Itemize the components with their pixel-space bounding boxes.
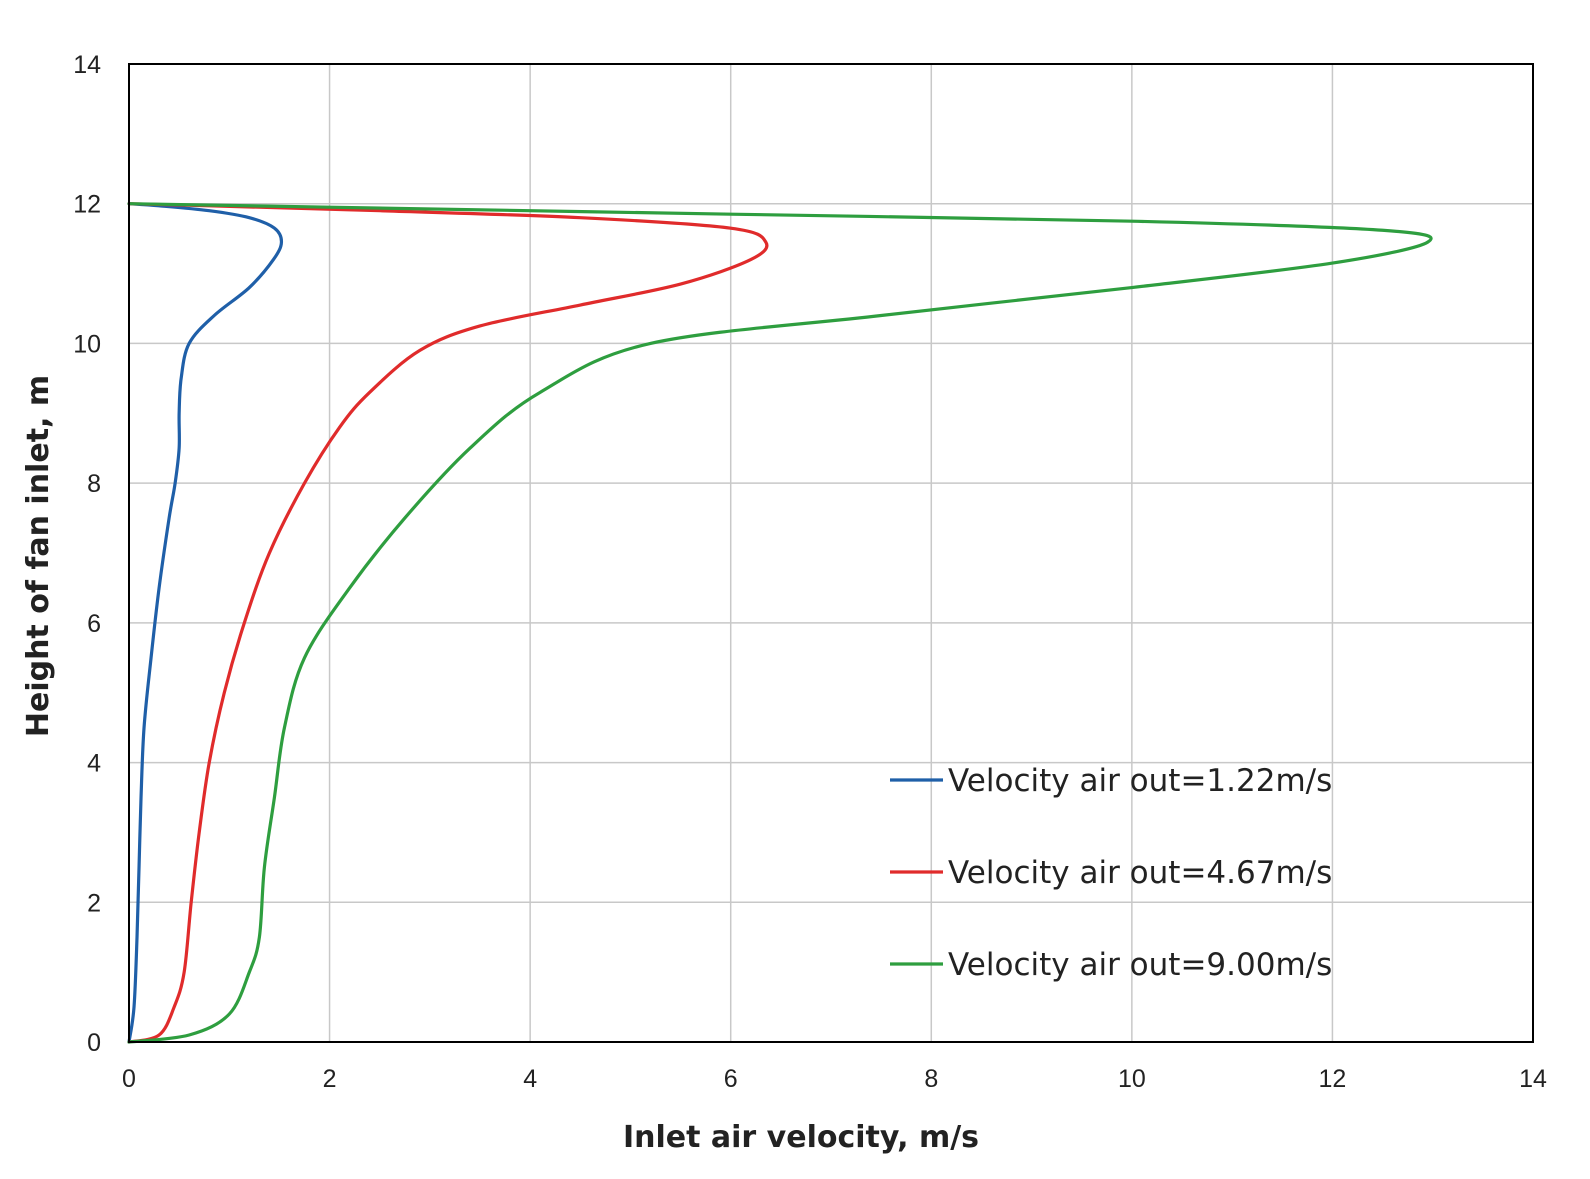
x-tick-label: 10: [1118, 1065, 1146, 1093]
y-tick-label: 0: [87, 1029, 101, 1057]
legend-label-1: Velocity air out=1.22m/s: [948, 763, 1332, 799]
series-line-2: [127, 202, 769, 1044]
y-tick-label: 12: [73, 191, 101, 219]
x-tick-label: 0: [122, 1065, 136, 1093]
x-tick-label: 2: [323, 1065, 337, 1093]
x-tick-label: 8: [924, 1065, 938, 1093]
y-tick-label: 14: [73, 51, 101, 79]
x-tick-label: 12: [1319, 1065, 1347, 1093]
x-axis-title: Inlet air velocity, m/s: [623, 1120, 979, 1155]
y-axis-title: Height of fan inlet, m: [21, 375, 56, 737]
legend-label-2: Velocity air out=4.67m/s: [948, 855, 1332, 891]
series-line-1: [127, 202, 284, 1044]
x-tick-label: 14: [1519, 1065, 1547, 1093]
plot-frame: [128, 63, 1534, 1043]
x-tick-label: 4: [523, 1065, 537, 1093]
y-tick-label: 4: [87, 750, 101, 778]
y-tick-label: 6: [87, 610, 101, 638]
y-axis-ticks: 0 2 4 6 8 10 12 14: [73, 51, 101, 1057]
y-tick-label: 8: [87, 470, 101, 498]
y-tick-label: 10: [73, 330, 101, 358]
x-tick-label: 6: [724, 1065, 738, 1093]
y-tick-label: 2: [87, 889, 101, 917]
gridlines: [128, 63, 1534, 1043]
x-axis-ticks: 0 2 4 6 8 10 12 14: [122, 1065, 1547, 1093]
series-lines: [127, 202, 1433, 1044]
legend-label-3: Velocity air out=9.00m/s: [948, 947, 1332, 983]
legend: Velocity air out=1.22m/s Velocity air out…: [890, 763, 1332, 983]
series-line-3: [127, 202, 1433, 1044]
